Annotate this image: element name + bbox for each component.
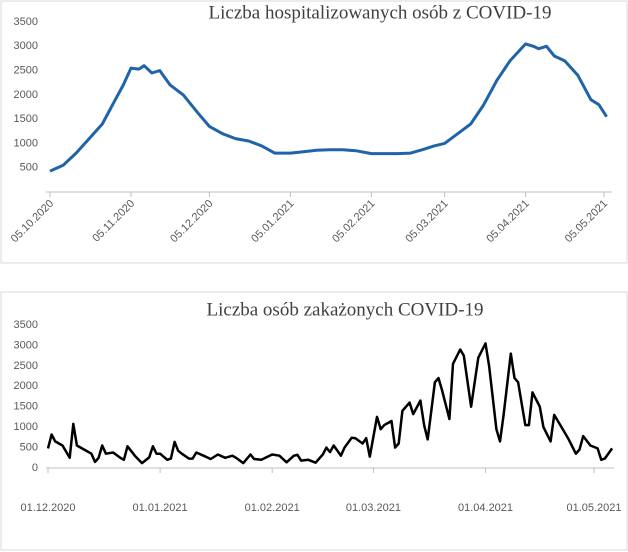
y-tick-label: 500 — [20, 162, 38, 174]
x-tick-label: 05.03.2021 — [403, 198, 450, 245]
data-line — [49, 42, 608, 173]
y-tick-label: 2000 — [14, 89, 38, 101]
chart-title: Liczba hospitalizowanych osób z COVID-19 — [209, 2, 552, 23]
y-tick-label: 2500 — [14, 360, 38, 372]
x-tick-label: 05.10.2020 — [9, 198, 56, 245]
y-tick-label: 0 — [32, 462, 38, 474]
y-tick-label: 2500 — [14, 64, 38, 76]
x-tick-label: 01.05.2021 — [566, 502, 621, 514]
y-tick-label: 3000 — [14, 339, 38, 351]
y-tick-label: 3000 — [14, 40, 38, 52]
y-tick-label: 500 — [20, 441, 38, 453]
x-tick-label: 01.02.2021 — [245, 502, 300, 514]
y-tick-label: 2000 — [14, 380, 38, 392]
x-tick-label: 05.02.2021 — [330, 198, 377, 245]
x-tick-label: 05.05.2021 — [563, 198, 610, 245]
chart-title: Liczba osób zakażonych COVID-19 — [207, 299, 484, 320]
x-tick-label: 01.03.2021 — [346, 502, 401, 514]
x-tick-label: 05.12.2020 — [168, 198, 215, 245]
x-tick-label: 01.01.2021 — [133, 502, 188, 514]
x-tick-label: 05.04.2021 — [484, 198, 531, 245]
y-tick-label: 3500 — [14, 319, 38, 331]
x-tick-label: 05.11.2020 — [90, 198, 137, 245]
y-tick-label: 1500 — [14, 113, 38, 125]
y-tick-label: 3500 — [14, 16, 38, 28]
data-line — [46, 342, 614, 465]
y-tick-label: 1500 — [14, 401, 38, 413]
x-tick-label: 05.01.2021 — [249, 198, 296, 245]
chart-frame — [0, 291, 628, 551]
y-tick-label: 1000 — [14, 421, 38, 433]
chart-frame — [0, 0, 628, 264]
x-tick-label: 01.04.2021 — [458, 502, 513, 514]
x-tick-label: 01.12.2020 — [20, 502, 75, 514]
y-tick-label: 1000 — [14, 137, 38, 149]
